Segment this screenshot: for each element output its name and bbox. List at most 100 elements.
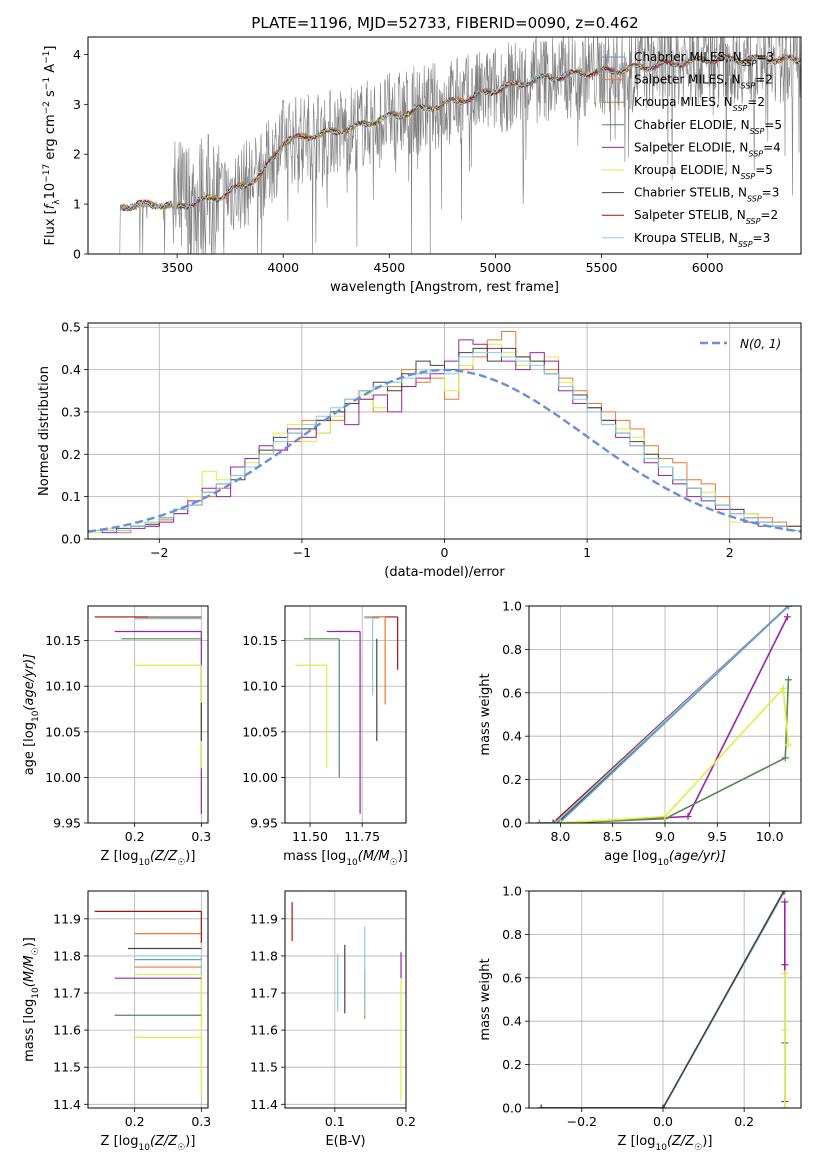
legend-text: Salpeter STELIB, N (634, 208, 746, 222)
y-tick-label: 11.5 (53, 1060, 81, 1075)
y-tick-label: 0.3 (61, 404, 81, 419)
x-tick-label: 2 (726, 545, 734, 560)
y-tick-label: 0.4 (502, 729, 522, 744)
x-axis-label: Z [log10(Z/Z☉)] (618, 1134, 713, 1153)
legend-text: Chabrier STELIB, N (634, 186, 747, 200)
weight-marker (781, 961, 789, 969)
weight-marker (659, 1104, 667, 1108)
y-tick-label: 11.7 (53, 986, 81, 1001)
legend-sub: SSP (748, 149, 763, 158)
x-axis-label-part: )] (398, 849, 408, 864)
plot-area (291, 902, 402, 1101)
x-tick-label: 8.5 (603, 829, 623, 844)
legend-sub: SSP (741, 81, 756, 90)
axes-frame (284, 605, 407, 824)
x-tick-label: 0.0 (653, 1114, 673, 1129)
legend-text: Salpeter ELODIE, N (634, 140, 748, 154)
y-axis-label-part: erg cm (43, 114, 58, 163)
x-axis-label-part: ☉ (694, 1143, 702, 1153)
y-tick-label: 0.0 (502, 1101, 522, 1116)
legend-label: Salpeter STELIB, NSSP=2 (634, 208, 778, 226)
y-tick-label: 0.2 (502, 772, 522, 787)
y-tick-label: 0.2 (502, 1057, 522, 1072)
x-axis-label-part: 10 (138, 858, 150, 868)
x-tick-label: 5500 (586, 260, 618, 275)
y-axis-label-part: 10 (43, 183, 58, 200)
weight-marker (535, 819, 543, 823)
weight-marker (551, 819, 559, 823)
weight-line (560, 679, 790, 823)
y-tick-label: 11.8 (53, 948, 81, 963)
y-axis-label: mass [log10(M/M☉)] (22, 937, 41, 1062)
legend-count: =2 (755, 73, 773, 87)
y-axis-label: age [log10(age/yr)] (22, 654, 41, 776)
weight-marker (537, 1104, 545, 1108)
x-tick-label: 9.5 (707, 829, 727, 844)
axes-frame (87, 36, 802, 255)
legend-sub: SSP (747, 194, 762, 203)
weight-line (539, 606, 789, 823)
legend-count: =5 (755, 163, 773, 177)
x-axis-label-part: Z [log (101, 849, 139, 864)
legend-count: =4 (763, 140, 781, 154)
x-axis-label-part: (Z/Z (667, 1134, 695, 1149)
y-axis-label: Normed distribution (37, 366, 52, 496)
legend-text: Kroupa STELIB, N (634, 231, 738, 245)
x-axis-label-part: )] (185, 1134, 195, 1149)
y-axis-label-part: −17 (42, 164, 52, 183)
y-axis-label-part: −1 (42, 77, 52, 90)
model-spectrum (120, 54, 801, 211)
x-tick-label: 0.2 (734, 1114, 754, 1129)
x-tick-label: 0.2 (396, 1114, 416, 1129)
weight-marker (549, 819, 557, 823)
x-axis-label-part: Z [log (101, 1134, 139, 1149)
x-axis-label-part: Z [log (618, 1134, 656, 1149)
panel-mass-weight-vs-age: 8.0 8.5 9.0 9.5 10.0 0.0 0.2 0.4 0.6 0.8 1.0 age [l… (478, 599, 802, 868)
y-axis-label-part: −1 (42, 51, 52, 64)
y-tick-label: 9.95 (250, 816, 278, 831)
x-tick-label: 0.3 (191, 829, 211, 844)
x-axis-label-part: mass [log (283, 849, 346, 864)
y-tick-label: 10.10 (45, 679, 81, 694)
y-axis-label: mass weight (478, 958, 493, 1040)
y-axis-label-part: ] (43, 46, 58, 51)
legend-text: Kroupa MILES, N (634, 95, 733, 109)
legend-label: Kroupa ELODIE, NSSP=5 (634, 163, 773, 181)
weight-line (541, 891, 785, 1108)
plot-area (115, 37, 801, 254)
x-axis-label-part: 10 (346, 858, 358, 868)
y-axis-label-part: 10 (31, 710, 41, 722)
panel-mass-vs-EBV: 0.1 0.2 11.4 11.5 11.6 11.7 11.8 11.9 E(B-V) (250, 890, 416, 1149)
y-tick-label: 0.4 (61, 362, 81, 377)
legend-count: =3 (753, 231, 771, 245)
legend-sub: SSP (738, 239, 753, 248)
y-tick-label: 10.05 (242, 724, 278, 739)
legend-count: =3 (762, 186, 780, 200)
y-axis-label-part: )] (22, 937, 37, 947)
y-tick-label: 0.6 (502, 685, 522, 700)
x-axis-label-part: (age/yr)] (669, 849, 726, 864)
plot-area (94, 910, 202, 1097)
legend-sub: SSP (746, 217, 761, 226)
weight-marker (556, 819, 564, 823)
weight-marker (781, 1104, 789, 1108)
x-axis-label-part: (Z/Z (150, 1134, 178, 1149)
histogram-step (88, 352, 801, 531)
y-tick-label: 1 (73, 197, 81, 212)
x-axis-label: Z [log10(Z/Z☉)] (101, 1134, 196, 1153)
x-tick-label: −2 (150, 545, 168, 560)
weight-marker (779, 684, 787, 692)
x-tick-label: 9.0 (655, 829, 675, 844)
legend-label: Salpeter ELODIE, NSSP=4 (634, 140, 781, 158)
x-axis-label: Z [log10(Z/Z☉)] (101, 849, 196, 868)
y-tick-label: 0.8 (502, 927, 522, 942)
y-tick-label: 4 (73, 47, 81, 62)
x-axis-label-part: (M/M (358, 849, 390, 864)
legend: N(0, 1) (700, 337, 781, 351)
legend-label: Chabrier STELIB, NSSP=3 (634, 186, 779, 204)
x-axis-label-part: 10 (138, 1143, 150, 1153)
x-tick-label: 1 (583, 545, 591, 560)
panel-residuals: −2 −1 0 1 2 0.0 0.1 0.2 0.3 0.4 0.5 (data-model)/er… (37, 320, 802, 580)
x-tick-label: 5000 (480, 260, 512, 275)
